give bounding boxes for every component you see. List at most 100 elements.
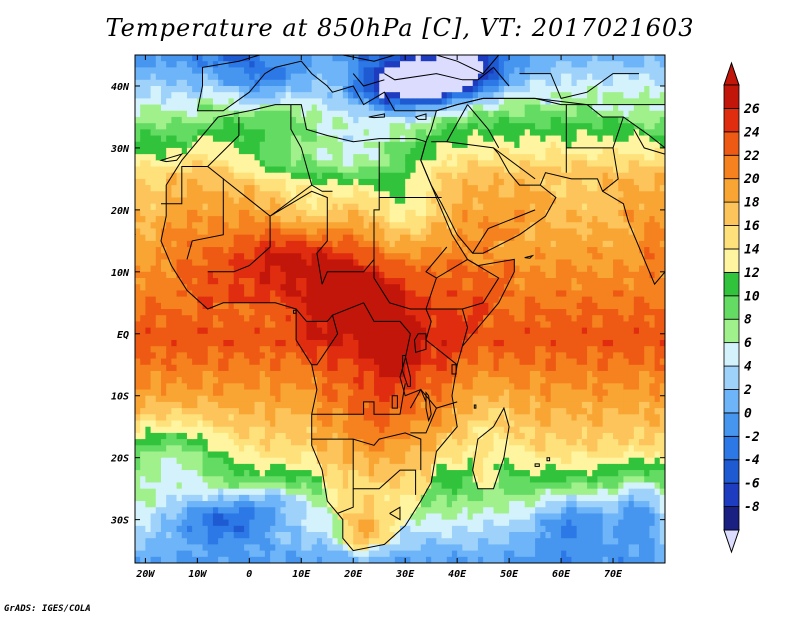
field-cell <box>332 389 339 397</box>
field-cell <box>166 160 172 168</box>
field-cell <box>290 216 297 223</box>
field-cell <box>186 284 193 291</box>
field-cell <box>368 160 375 168</box>
field-cell <box>285 116 292 124</box>
field-cell <box>358 265 365 273</box>
field-cell <box>192 203 198 211</box>
field-cell <box>202 457 209 465</box>
field-cell <box>436 476 443 483</box>
field-cell <box>431 191 437 198</box>
field-cell <box>160 67 167 75</box>
field-cell <box>394 172 401 180</box>
field-cell <box>327 395 333 403</box>
field-cell <box>238 79 245 87</box>
field-cell <box>197 110 204 118</box>
field-cell <box>379 501 385 508</box>
field-cell <box>405 519 411 527</box>
field-cell <box>150 203 157 211</box>
field-cell <box>368 166 375 174</box>
field-cell <box>316 538 323 545</box>
field-cell <box>431 85 437 93</box>
field-cell <box>405 401 411 409</box>
field-cell <box>275 457 281 465</box>
field-cell <box>400 116 406 124</box>
field-cell <box>233 339 240 347</box>
field-cell <box>348 370 354 378</box>
field-cell <box>363 432 370 440</box>
field-cell <box>441 414 448 422</box>
field-cell <box>223 377 230 384</box>
field-cell <box>218 271 224 279</box>
field-cell <box>223 203 230 211</box>
field-cell <box>223 383 230 391</box>
field-cell <box>306 414 313 422</box>
field-cell <box>259 67 266 75</box>
field-cell <box>192 370 198 378</box>
field-cell <box>425 240 432 248</box>
field-cell <box>228 209 235 217</box>
field-cell <box>400 141 406 149</box>
field-cell <box>192 240 198 248</box>
field-cell <box>363 519 370 527</box>
field-cell <box>280 476 287 483</box>
field-cell <box>150 339 157 347</box>
field-cell <box>337 172 344 180</box>
field-cell <box>358 414 365 422</box>
field-cell <box>244 123 250 130</box>
field-cell <box>327 451 333 459</box>
field-cell <box>192 439 198 446</box>
field-cell <box>337 377 344 384</box>
field-cell <box>394 178 401 186</box>
field-cell <box>425 191 432 198</box>
field-cell <box>264 439 271 446</box>
field-cell <box>207 395 214 403</box>
field-cell <box>410 259 417 267</box>
field-cell <box>270 259 276 267</box>
field-cell <box>446 271 453 279</box>
field-cell <box>212 445 219 452</box>
field-cell <box>285 265 292 273</box>
field-cell <box>202 383 209 391</box>
field-cell <box>358 73 365 81</box>
field-cell <box>415 61 422 68</box>
field-cell <box>316 532 323 539</box>
field-cell <box>202 389 209 397</box>
field-cell <box>290 253 297 260</box>
field-cell <box>290 327 297 335</box>
field-cell <box>358 234 365 242</box>
field-cell <box>202 321 209 329</box>
field-cell <box>363 135 370 143</box>
field-cell <box>275 135 281 143</box>
field-cell <box>233 370 240 378</box>
field-cell <box>306 247 313 254</box>
field-cell <box>296 185 302 192</box>
field-cell <box>316 67 323 75</box>
field-cell <box>436 501 443 508</box>
field-cell <box>223 141 230 149</box>
field-cell <box>384 432 391 440</box>
field-cell <box>332 79 339 87</box>
field-cell <box>322 160 328 168</box>
field-cell <box>374 482 380 490</box>
field-cell <box>394 197 401 205</box>
field-cell <box>228 525 235 533</box>
field-cell <box>290 457 297 465</box>
field-cell <box>155 408 162 415</box>
field-cell <box>160 482 167 490</box>
field-cell <box>384 401 391 409</box>
field-cell <box>363 538 370 545</box>
field-cell <box>140 333 146 341</box>
field-cell <box>415 123 422 130</box>
field-cell <box>212 271 219 279</box>
field-cell <box>270 333 276 341</box>
field-cell <box>218 432 224 440</box>
field-cell <box>348 203 354 211</box>
field-cell <box>415 532 422 539</box>
field-cell <box>379 457 385 465</box>
field-cell <box>264 278 271 285</box>
field-cell <box>155 513 162 521</box>
field-cell <box>368 284 375 291</box>
field-cell <box>436 370 443 378</box>
field-cell <box>348 339 354 347</box>
field-cell <box>405 377 411 384</box>
